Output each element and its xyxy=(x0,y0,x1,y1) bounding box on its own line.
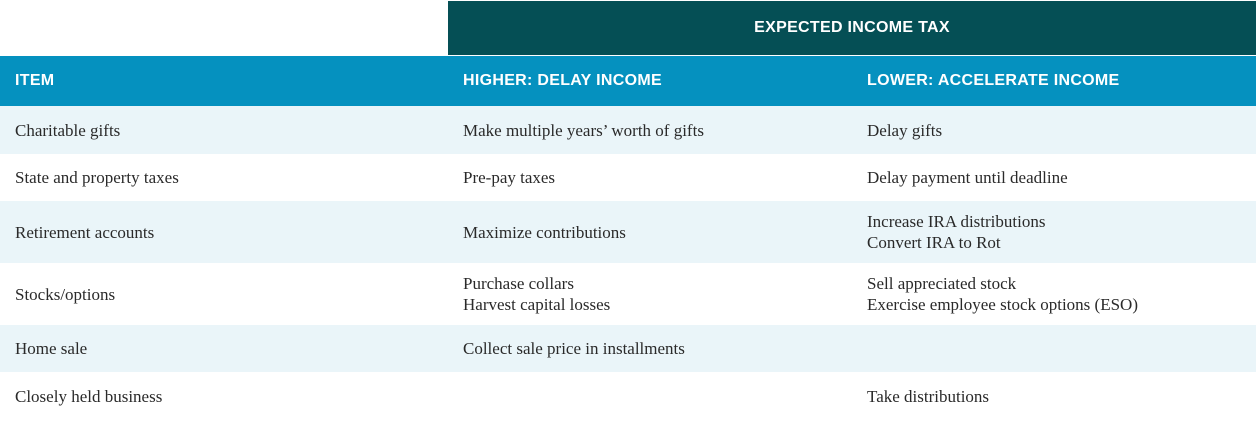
lower-strategy: Delay payment until deadline xyxy=(867,168,1068,187)
higher-cell: Collect sale price in installments xyxy=(463,325,863,372)
lower-strategy: Sell appreciated stock xyxy=(867,274,1017,293)
lower-strategy: Take distributions xyxy=(867,386,990,406)
table-column-header-row: ITEM HIGHER: DELAY INCOME LOWER: ACCELER… xyxy=(0,56,1256,106)
higher-cell: Purchase collars Harvest capital losses xyxy=(463,263,863,325)
lower-cell: Increase IRA distributions Convert IRA to… xyxy=(867,201,1252,263)
higher-strategy: Collect sale price in installments xyxy=(463,339,685,358)
item-label: Charitable gifts xyxy=(15,120,121,140)
lower-cell: Delay gifts xyxy=(867,106,1252,154)
item-label: Stocks/options xyxy=(15,284,116,304)
lower-strategy: Exercise employee stock options (ESO) xyxy=(867,295,1138,314)
item-label: Home sale xyxy=(15,339,88,358)
item-cell: Closely held business xyxy=(15,372,445,420)
column-header-lower: LOWER: ACCELERATE INCOME xyxy=(867,72,1120,89)
table-row: Home sale Collect sale price in installme… xyxy=(0,325,1256,372)
column-header-higher: HIGHER: DELAY INCOME xyxy=(463,72,662,89)
lower-cell: Sell appreciated stock Exercise employee … xyxy=(867,263,1252,325)
item-cell: Home sale xyxy=(15,325,445,372)
table-row: Stocks/options Purchase collars Harvest ca… xyxy=(0,263,1256,325)
table-group-header-row: EXPECTED INCOME TAX xyxy=(0,0,1256,55)
expected-income-tax-header: EXPECTED INCOME TAX xyxy=(448,1,1256,55)
item-label: State and property taxes xyxy=(15,168,179,187)
item-cell: Stocks/options xyxy=(15,263,445,325)
item-label: Retirement accounts xyxy=(15,222,155,242)
lower-cell: Delay payment until deadline xyxy=(867,154,1252,201)
lower-strategy: Delay gifts xyxy=(867,120,943,140)
item-label: Closely held business xyxy=(15,386,163,406)
item-cell: Retirement accounts xyxy=(15,201,445,263)
lower-strategy: Increase IRA distributions xyxy=(867,212,1046,231)
table-row: Charitable gifts Make multiple years’ wor… xyxy=(0,106,1256,154)
lower-cell xyxy=(867,325,1252,372)
item-cell: Charitable gifts xyxy=(15,106,445,154)
table-row: State and property taxes Pre-pay taxes Del… xyxy=(0,154,1256,201)
higher-cell: Make multiple years’ worth of gifts xyxy=(463,106,863,154)
higher-cell xyxy=(463,372,863,420)
higher-strategy: Pre-pay taxes xyxy=(463,168,556,187)
lower-cell: Take distributions xyxy=(867,372,1252,420)
higher-strategy: Make multiple years’ worth of gifts xyxy=(463,120,704,140)
higher-strategy: Maximize contributions xyxy=(463,222,626,242)
table-row: Retirement accounts Maximize contribution… xyxy=(0,201,1256,263)
lower-strategy: Convert IRA to Rot xyxy=(867,233,1001,252)
higher-cell: Pre-pay taxes xyxy=(463,154,863,201)
higher-strategy: Purchase collars xyxy=(463,274,574,293)
table-row: Closely held business Take distributions xyxy=(0,372,1256,420)
item-cell: State and property taxes xyxy=(15,154,445,201)
higher-strategy: Harvest capital losses xyxy=(463,295,611,314)
column-header-item: ITEM xyxy=(15,72,55,89)
higher-cell: Maximize contributions xyxy=(463,201,863,263)
